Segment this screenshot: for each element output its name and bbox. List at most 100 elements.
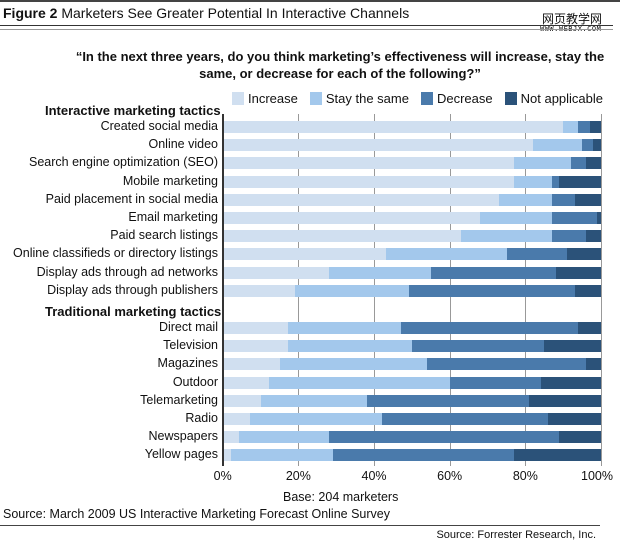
stacked-bar bbox=[223, 212, 601, 224]
bar-segment-not-applicable bbox=[559, 175, 601, 188]
bar-segment-not-applicable bbox=[559, 431, 601, 444]
bar-segment-increase bbox=[223, 175, 515, 188]
x-tick-label: 60% bbox=[437, 469, 463, 483]
row-label: Telemarketing bbox=[140, 392, 218, 407]
bar-segment-stay-the-same bbox=[268, 376, 451, 389]
bar-segment-increase bbox=[223, 230, 462, 243]
bar-segment-increase bbox=[223, 322, 288, 334]
bar-segment-stay-the-same bbox=[514, 157, 571, 170]
bar-segment-increase bbox=[223, 139, 534, 152]
row-label: Created social media bbox=[100, 119, 218, 133]
stacked-bar bbox=[223, 248, 601, 261]
bar-segment-stay-the-same bbox=[287, 322, 401, 334]
top-border bbox=[0, 0, 620, 2]
x-tick-label: 40% bbox=[361, 469, 387, 483]
bar-segment-increase bbox=[223, 284, 296, 297]
bar-segment-decrease bbox=[427, 358, 586, 371]
stacked-bar bbox=[223, 449, 601, 462]
bar-segment-not-applicable bbox=[574, 193, 601, 206]
bar-segment-decrease bbox=[431, 266, 556, 279]
bar-segment-not-applicable bbox=[589, 121, 601, 133]
row-label: Online classifieds or directory listings bbox=[13, 246, 218, 261]
bar-segment-increase bbox=[223, 394, 262, 407]
bar-segment-stay-the-same bbox=[287, 340, 413, 353]
bar-segment-decrease bbox=[578, 121, 590, 133]
row-label: Paid placement in social media bbox=[45, 191, 218, 206]
base-note: Base: 204 marketers bbox=[283, 490, 399, 504]
bar-segment-not-applicable bbox=[585, 230, 601, 243]
source-credit: Source: Forrester Research, Inc. bbox=[436, 529, 596, 541]
bar-segment-stay-the-same bbox=[480, 212, 552, 224]
bar-segment-not-applicable bbox=[574, 284, 601, 297]
row-label: Display ads through ad networks bbox=[36, 264, 218, 279]
legend-swatch bbox=[232, 92, 244, 105]
row-label: Outdoor bbox=[172, 374, 218, 389]
bar-segment-decrease bbox=[401, 322, 579, 334]
group-header: Traditional marketing tactics bbox=[45, 304, 222, 319]
bar-segment-not-applicable bbox=[555, 266, 601, 279]
x-tick-label: 100% bbox=[581, 469, 613, 483]
bar-segment-not-applicable bbox=[585, 358, 601, 371]
stacked-bar bbox=[223, 121, 601, 133]
bar-segment-increase bbox=[223, 431, 239, 444]
legend-item: Increase bbox=[232, 91, 298, 106]
bar-segment-decrease bbox=[551, 230, 586, 243]
bar-segment-not-applicable bbox=[544, 340, 601, 353]
stacked-bar bbox=[223, 193, 601, 206]
bar-segment-decrease bbox=[367, 394, 530, 407]
bar-segment-decrease bbox=[551, 175, 560, 188]
stacked-bar bbox=[223, 175, 601, 188]
stacked-bar bbox=[223, 340, 601, 353]
bar-segment-decrease bbox=[450, 376, 541, 389]
legend-swatch bbox=[309, 92, 322, 105]
legend-label: Stay the same bbox=[325, 91, 409, 106]
bar-segment-decrease bbox=[382, 413, 549, 425]
stacked-bar bbox=[223, 394, 601, 407]
bar-segment-not-applicable bbox=[597, 212, 601, 224]
row-label: Newspapers bbox=[148, 429, 218, 444]
stacked-bar bbox=[223, 157, 601, 170]
x-tick-label: 80% bbox=[512, 469, 538, 483]
bar-segment-increase bbox=[223, 121, 564, 133]
stacked-bar bbox=[223, 230, 601, 243]
x-tick-label: 0% bbox=[213, 469, 232, 483]
row-label: Search engine optimization (SEO) bbox=[29, 155, 218, 170]
bar-segment-stay-the-same bbox=[280, 358, 428, 371]
bar-segment-decrease bbox=[329, 431, 560, 444]
legend-item: Decrease bbox=[420, 91, 493, 106]
group-header: Interactive marketing tactics bbox=[45, 103, 221, 118]
bar-segment-increase bbox=[223, 449, 232, 462]
chart-question: “In the next three years, do you think m… bbox=[75, 49, 605, 81]
figure-number: Figure 2 bbox=[3, 5, 58, 21]
bar-segment-not-applicable bbox=[548, 413, 601, 425]
gridline bbox=[601, 114, 602, 466]
bar-segment-increase bbox=[223, 193, 500, 206]
legend-label: Not applicable bbox=[520, 91, 604, 106]
bar-segment-decrease bbox=[551, 212, 598, 224]
bar-segment-stay-the-same bbox=[250, 413, 383, 425]
bar-segment-stay-the-same bbox=[563, 121, 579, 133]
figure-title-text: Marketers See Greater Potential In Inter… bbox=[61, 5, 410, 21]
stacked-bar bbox=[223, 358, 601, 371]
bar-segment-not-applicable bbox=[585, 157, 601, 170]
row-label: Yellow pages bbox=[144, 447, 218, 462]
bar-segment-increase bbox=[223, 376, 269, 389]
bar-segment-decrease bbox=[551, 193, 575, 206]
bar-segment-stay-the-same bbox=[461, 230, 552, 243]
bar-segment-not-applicable bbox=[578, 322, 601, 334]
stacked-bar bbox=[223, 266, 601, 279]
bar-segment-stay-the-same bbox=[385, 248, 507, 261]
bar-segment-decrease bbox=[570, 157, 586, 170]
bar-segment-increase bbox=[223, 340, 288, 353]
row-label: Magazines bbox=[157, 356, 218, 371]
row-label: Direct mail bbox=[158, 320, 218, 334]
bar-segment-decrease bbox=[333, 449, 515, 462]
bar-segment-stay-the-same bbox=[261, 394, 368, 407]
bar-segment-stay-the-same bbox=[295, 284, 409, 297]
bar-segment-stay-the-same bbox=[329, 266, 432, 279]
bar-segment-stay-the-same bbox=[231, 449, 334, 462]
stacked-bar bbox=[223, 431, 601, 444]
source-note: Source: March 2009 US Interactive Market… bbox=[3, 507, 390, 521]
row-label: Display ads through publishers bbox=[47, 282, 218, 297]
legend-item: Not applicable bbox=[504, 91, 604, 106]
